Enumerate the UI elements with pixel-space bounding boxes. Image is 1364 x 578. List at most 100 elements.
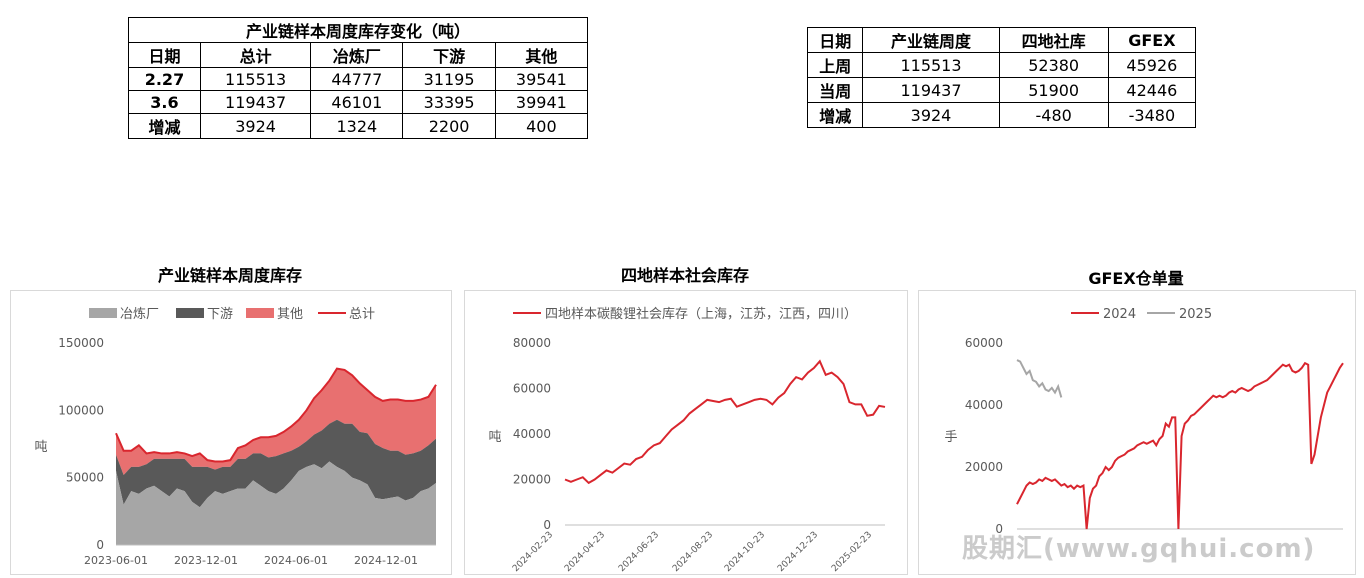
table-cell: 3924 (199, 113, 312, 139)
x-tick-label: 2024-10-23 (723, 530, 767, 574)
y-tick-label: 0 (96, 538, 104, 552)
table-cell: 46101 (310, 90, 404, 114)
y-tick-label: 80000 (513, 336, 551, 350)
x-tick-label: 2024-12-23 (776, 530, 820, 574)
x-tick-label: 2024-08-23 (671, 530, 715, 574)
watermark: 股期汇(www.gqhui.com) (962, 534, 1316, 564)
table-row: 增减 3924 1324 2200 400 (128, 113, 589, 139)
legend-label: 冶炼厂 (120, 307, 159, 322)
legend-swatch (89, 308, 117, 318)
legend-label: 四地样本碳酸锂社会库存（上海，江苏，江西，四川） (545, 306, 857, 322)
table-cell: 39941 (494, 90, 589, 114)
chart-title: 产业链样本周度库存 (157, 266, 302, 285)
table-cell: 42446 (1107, 77, 1197, 103)
header-cell: 冶炼厂 (310, 42, 404, 68)
gfex-warrant-line-chart: 0 20000 40000 60000 手 2024 2025 (944, 307, 1344, 536)
total-line (115, 367, 437, 463)
header-cell: 下游 (402, 42, 496, 68)
header-cell: GFEX (1107, 27, 1197, 53)
row-label: 增减 (128, 113, 201, 139)
table-cell: 1324 (310, 113, 404, 139)
table-row: 当周 119437 51900 42446 (806, 77, 1197, 103)
social-inventory-line (564, 359, 886, 485)
x-tick-label: 2024-06-23 (617, 530, 661, 574)
chart-panel-gfex: 0 20000 40000 60000 手 2024 2025 (918, 290, 1356, 575)
table-cell: 119437 (199, 90, 312, 114)
table-cell: 3924 (862, 102, 1000, 128)
row-label: 3.6 (128, 90, 201, 114)
downstream-area (116, 419, 436, 508)
chart-title: GFEX仓单量 (1088, 269, 1184, 288)
table-cell: -3480 (1107, 102, 1197, 128)
table-cell: 400 (494, 113, 589, 139)
y-tick-label: 0 (995, 522, 1003, 536)
y-axis-label: 吨 (488, 430, 501, 445)
inventory-change-table: 产业链样本周度库存变化（吨） 日期 总计 冶炼厂 下游 其他 2.27 1155… (128, 17, 589, 139)
table-title: 产业链样本周度库存变化（吨） (128, 17, 588, 43)
table-cell: 2200 (402, 113, 496, 139)
y-tick-label: 50000 (66, 471, 104, 485)
table-row: 3.6 119437 46101 33395 39941 (128, 90, 589, 114)
table-cell: -480 (998, 102, 1109, 128)
row-label: 上周 (806, 52, 864, 78)
header-cell: 四地社库 (998, 27, 1109, 53)
table-cell: 33395 (402, 90, 496, 114)
other-area (116, 368, 436, 475)
y-tick-label: 60000 (965, 336, 1003, 350)
table-cell: 39541 (494, 67, 589, 91)
series-2025-line (1016, 359, 1063, 398)
table-cell: 115513 (862, 52, 1000, 78)
y-axis-label: 手 (944, 430, 957, 445)
header-cell: 日期 (806, 27, 864, 53)
weekly-comparison-table: 日期 产业链周度 四地社库 GFEX 上周 115513 52380 45926… (806, 27, 1197, 128)
table-row: 增减 3924 -480 -3480 (806, 102, 1197, 128)
header-cell: 日期 (128, 42, 201, 68)
table-cell: 31195 (402, 67, 496, 91)
legend-label: 下游 (207, 307, 233, 322)
table-cell: 115513 (199, 67, 312, 91)
table-row: 上周 115513 52380 45926 (806, 52, 1197, 78)
table-cell: 44777 (310, 67, 404, 91)
table-header-row: 日期 总计 冶炼厂 下游 其他 (128, 42, 589, 68)
x-tick-label: 2024-04-23 (563, 530, 607, 574)
table-cell: 52380 (998, 52, 1109, 78)
y-tick-label: 40000 (965, 398, 1003, 412)
legend-label: 2025 (1179, 307, 1212, 322)
row-label: 2.27 (128, 67, 201, 91)
table-cell: 51900 (998, 77, 1109, 103)
x-tick-label: 2024-06-01 (264, 554, 328, 567)
legend-label: 2024 (1103, 307, 1136, 322)
x-tick-label: 2025-02-23 (830, 530, 874, 574)
table-cell: 119437 (862, 77, 1000, 103)
y-tick-label: 100000 (58, 403, 104, 417)
legend-label: 总计 (349, 307, 375, 322)
social-inventory-line-chart: 0 20000 40000 60000 80000 吨 2024-02-23 2024-04-… (488, 306, 886, 574)
series-2024-line (1016, 361, 1344, 530)
chart-panel-industry-inventory: 0 50000 100000 150000 吨 2023-06-01 2023-12-01 2… (10, 290, 452, 575)
smelter-area (116, 461, 436, 545)
y-axis-label: 吨 (34, 440, 47, 455)
y-tick-label: 20000 (513, 473, 551, 487)
row-label: 增减 (806, 102, 864, 128)
x-tick-label: 2024-02-23 (511, 530, 555, 574)
row-label: 当周 (806, 77, 864, 103)
table-cell: 45926 (1107, 52, 1197, 78)
legend-swatch (246, 308, 274, 318)
table-row: 2.27 115513 44777 31195 39541 (128, 67, 589, 91)
y-tick-label: 20000 (965, 460, 1003, 474)
y-tick-label: 0 (543, 518, 551, 532)
x-tick-label: 2023-12-01 (174, 554, 238, 567)
header-cell: 产业链周度 (862, 27, 1000, 53)
chart-panel-social-inventory: 0 20000 40000 60000 80000 吨 2024-02-23 2024-04-… (464, 290, 908, 575)
table-header-row: 日期 产业链周度 四地社库 GFEX (806, 27, 1197, 53)
y-tick-label: 150000 (58, 336, 104, 350)
legend-label: 其他 (277, 307, 303, 322)
y-tick-label: 40000 (513, 427, 551, 441)
y-tick-label: 60000 (513, 382, 551, 396)
x-tick-label: 2024-12-01 (354, 554, 418, 567)
x-tick-label: 2023-06-01 (84, 554, 148, 567)
industry-inventory-area-chart: 0 50000 100000 150000 吨 2023-06-01 2023-12-01 2… (34, 307, 437, 567)
chart-title: 四地样本社会库存 (620, 266, 749, 285)
header-cell: 总计 (199, 42, 312, 68)
header-cell: 其他 (494, 42, 589, 68)
